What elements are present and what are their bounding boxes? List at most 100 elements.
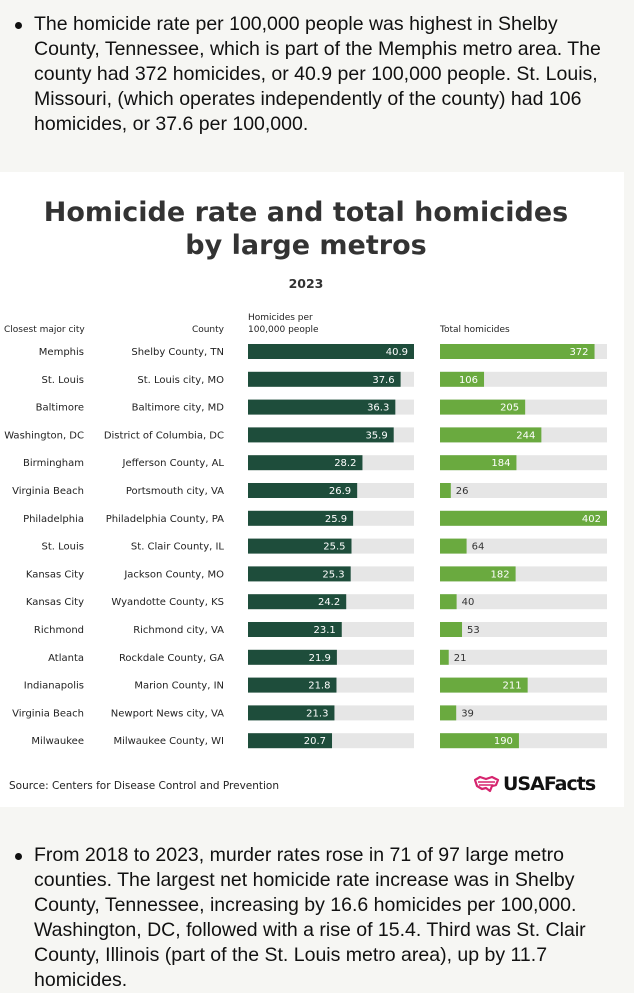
rate-bar: [248, 344, 414, 359]
usafacts-logo: USAFacts: [474, 771, 596, 797]
outro-bullet: From 2018 to 2023, murder rates rose in …: [15, 843, 606, 993]
total-value-label: 26: [456, 486, 469, 497]
total-bar: [440, 399, 526, 415]
rate-value-label: 21.3: [306, 708, 328, 719]
total-value-label: 372: [569, 347, 588, 358]
total-bar: [440, 344, 595, 359]
total-bar: [440, 538, 467, 554]
total-bar: [440, 566, 516, 582]
total-value-label: 21: [454, 653, 467, 664]
total-bar: [440, 427, 542, 443]
county-label: Wyandotte County, KS: [111, 597, 224, 608]
column-header-rate: Homicides per 100,000 people: [248, 312, 319, 336]
chart-source: Source: Centers for Disease Control and …: [9, 780, 280, 792]
city-label: Atlanta: [48, 653, 84, 664]
rate-bar: [248, 733, 333, 749]
us-map-logo-icon: [474, 775, 500, 793]
column-header-county: County: [191, 325, 224, 335]
total-bar: [440, 594, 457, 610]
rate-value-label: 25.9: [325, 514, 347, 525]
column-header-total: Total homicides: [440, 325, 510, 335]
city-label: Milwaukee: [31, 736, 84, 747]
column-header-rate-line-2: 100,000 people: [248, 325, 319, 335]
total-value-label: 39: [461, 708, 474, 719]
total-value-label: 106: [459, 375, 478, 386]
total-bar: [440, 510, 607, 526]
rate-bar: [248, 705, 335, 721]
city-label: Memphis: [39, 347, 84, 358]
city-label: Kansas City: [26, 569, 84, 580]
rate-value-label: 40.9: [386, 347, 408, 358]
total-value-label: 211: [503, 681, 522, 692]
bullet-dot-icon: [15, 853, 22, 860]
total-value-label: 184: [491, 458, 510, 469]
column-header-city: Closest major city: [4, 325, 85, 335]
total-bar: [440, 677, 528, 693]
rate-value-label: 23.1: [313, 625, 335, 636]
total-bar-track: [440, 538, 607, 554]
county-label: Baltimore city, MD: [132, 403, 225, 414]
city-label: Kansas City: [26, 597, 84, 608]
county-label: Portsmouth city, VA: [126, 486, 224, 497]
county-label: District of Columbia, DC: [104, 430, 224, 441]
rate-value-label: 36.3: [367, 403, 389, 414]
total-bar-track: [440, 622, 607, 637]
county-label: Newport News city, VA: [111, 708, 224, 719]
county-label: Jackson County, MO: [123, 569, 224, 580]
total-value-label: 53: [467, 625, 480, 636]
rate-value-label: 35.9: [365, 430, 387, 441]
county-label: St. Clair County, IL: [131, 542, 225, 553]
outro-paragraph: From 2018 to 2023, murder rates rose in …: [34, 844, 586, 991]
rate-value-label: 26.9: [329, 486, 351, 497]
total-value-label: 40: [462, 597, 475, 608]
city-label: Baltimore: [36, 403, 84, 414]
county-label: Marion County, IN: [134, 681, 224, 692]
chart-title-line-1: Homicide rate and total homicides: [43, 197, 569, 228]
county-label: Jefferson County, AL: [122, 458, 225, 469]
total-bar: [440, 705, 457, 721]
rate-value-label: 21.8: [308, 681, 330, 692]
rate-bar: [248, 510, 354, 526]
city-label: St. Louis: [42, 542, 84, 553]
total-bar-track: [440, 705, 607, 721]
bullet-dot-icon: [15, 22, 22, 29]
city-label: Virginia Beach: [12, 486, 84, 497]
total-bar: [440, 622, 463, 637]
total-bar: [440, 371, 485, 387]
rate-bar: [248, 622, 342, 637]
rate-bar: [248, 538, 352, 554]
total-value-label: 402: [582, 514, 601, 525]
total-bar: [440, 733, 519, 749]
city-label: Washington, DC: [4, 430, 84, 441]
county-label: Richmond city, VA: [133, 625, 224, 636]
city-label: Virginia Beach: [12, 708, 84, 719]
total-bar-track: [440, 649, 607, 665]
city-label: Indianapolis: [24, 681, 84, 692]
logo-text: USAFacts: [503, 773, 596, 795]
total-value-label: 190: [494, 736, 513, 747]
county-label: St. Louis city, MO: [137, 375, 224, 386]
city-label: Richmond: [34, 625, 84, 636]
rate-value-label: 25.5: [323, 542, 345, 553]
rate-value-label: 21.9: [309, 653, 331, 664]
chart-subtitle: 2023: [288, 276, 324, 291]
county-label: Shelby County, TN: [131, 347, 224, 358]
rate-bar: [248, 455, 363, 471]
rate-bar: [248, 371, 401, 387]
total-value-label: 64: [472, 542, 485, 553]
intro-paragraph: The homicide rate per 100,000 people was…: [34, 13, 601, 135]
county-label: Rockdale County, GA: [119, 653, 224, 664]
rate-value-label: 37.6: [372, 375, 394, 386]
city-label: St. Louis: [42, 375, 84, 386]
rate-bar: [248, 649, 337, 665]
rate-value-label: 28.2: [334, 458, 356, 469]
rate-bar: [248, 427, 394, 443]
rate-bar: [248, 594, 347, 610]
total-value-label: 205: [500, 403, 519, 414]
chart-title-line-2: by large metros: [185, 230, 427, 261]
total-bar-track: [440, 594, 607, 610]
total-bar: [440, 455, 517, 471]
rate-bar: [248, 483, 358, 498]
rate-value-label: 25.3: [322, 569, 344, 580]
